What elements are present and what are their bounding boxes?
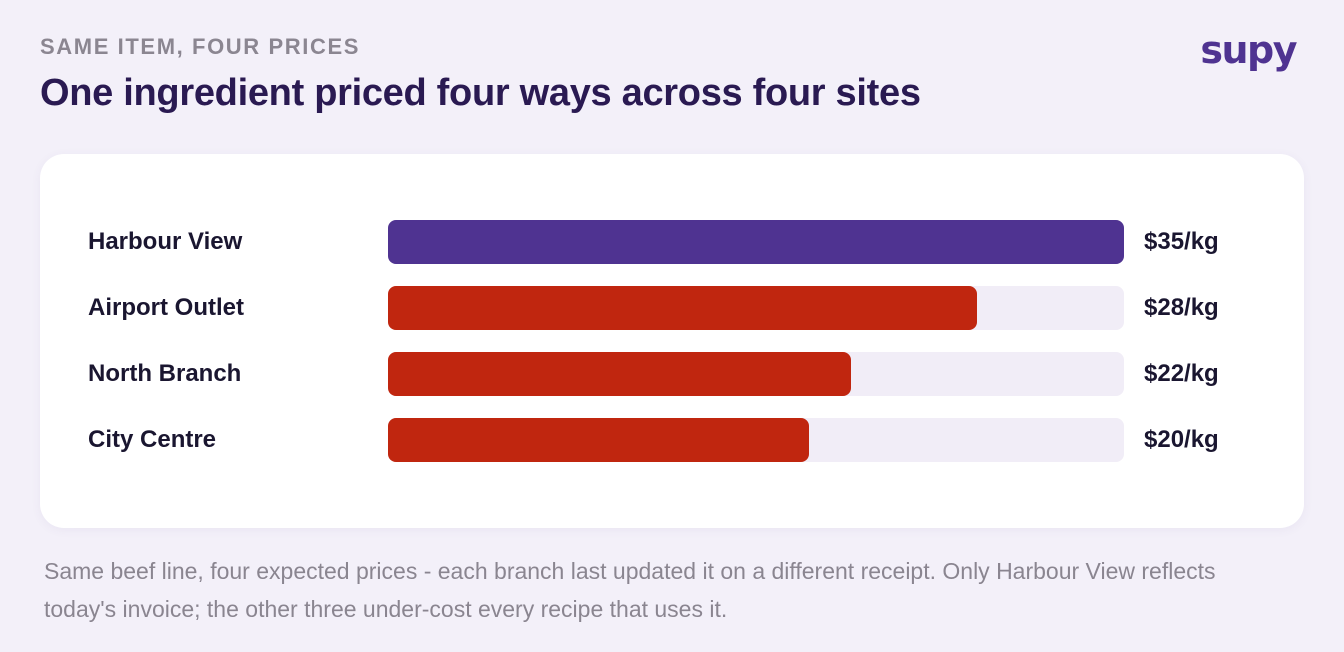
category-label: Airport Outlet bbox=[88, 294, 244, 321]
bar-track bbox=[388, 220, 1124, 264]
bar-row: Harbour View $35/kg bbox=[40, 220, 1304, 264]
bar-track bbox=[388, 286, 1124, 330]
supy-logo: supy bbox=[1200, 28, 1297, 72]
bar-track bbox=[388, 352, 1124, 396]
bar bbox=[388, 418, 809, 462]
eyebrow-label: SAME ITEM, FOUR PRICES bbox=[40, 34, 360, 59]
value-label: $20/kg bbox=[1144, 426, 1219, 453]
bar-row: North Branch $22/kg bbox=[40, 352, 1304, 396]
chart-caption: Same beef line, four expected prices - e… bbox=[44, 558, 1216, 622]
bar bbox=[388, 352, 851, 396]
page-title: One ingredient priced four ways across f… bbox=[40, 72, 921, 114]
value-label: $35/kg bbox=[1144, 228, 1219, 255]
bar-row: City Centre $20/kg bbox=[40, 418, 1304, 462]
bar bbox=[388, 286, 977, 330]
category-label: City Centre bbox=[88, 426, 217, 453]
bar-track bbox=[388, 418, 1124, 462]
value-label: $28/kg bbox=[1144, 294, 1219, 321]
chart-card: Harbour View $35/kg Airport Outlet $28/kg No… bbox=[40, 154, 1304, 528]
bar-row: Airport Outlet $28/kg bbox=[40, 286, 1304, 330]
value-label: $22/kg bbox=[1144, 360, 1219, 387]
category-label: Harbour View bbox=[88, 228, 243, 255]
category-label: North Branch bbox=[88, 360, 242, 387]
bar bbox=[388, 220, 1124, 264]
